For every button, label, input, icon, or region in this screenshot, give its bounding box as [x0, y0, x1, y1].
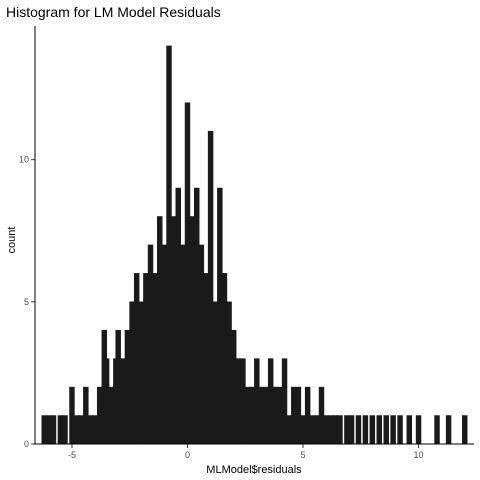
histogram-bar: [46, 416, 51, 444]
histogram-bar: [213, 302, 218, 444]
histogram-bar: [130, 302, 135, 444]
histogram-bar: [134, 273, 139, 444]
histogram-bar: [245, 387, 250, 444]
histogram-bar: [153, 273, 158, 444]
histogram-bar: [204, 273, 209, 444]
histogram-bar: [416, 416, 421, 444]
histogram-bar: [254, 359, 259, 444]
histogram-bar: [180, 245, 185, 444]
histogram-bar: [277, 387, 282, 444]
histogram-bar: [63, 416, 68, 444]
histogram-bar: [398, 416, 403, 444]
histogram-bar: [301, 416, 306, 444]
histogram-bar: [227, 302, 232, 444]
bars-group: [42, 46, 467, 444]
histogram-bar: [264, 387, 269, 444]
histogram-bar: [305, 387, 310, 444]
histogram-bar: [338, 416, 343, 444]
histogram-bar: [236, 359, 241, 444]
y-tick-label: 0: [24, 439, 29, 449]
histogram-bar: [139, 302, 144, 444]
histogram-bar: [97, 387, 102, 444]
x-tick-label: 5: [301, 450, 306, 460]
histogram-bar: [384, 416, 389, 444]
histogram-bar: [446, 416, 451, 444]
histogram-bar: [250, 387, 255, 444]
y-tick-label: 10: [19, 155, 29, 165]
histogram-bar: [231, 330, 236, 444]
histogram-bar: [88, 416, 93, 444]
histogram-bar: [194, 188, 199, 444]
histogram-bar: [435, 416, 440, 444]
x-axis-ticks: -5 0 5 10: [68, 444, 424, 460]
histogram-bar: [363, 416, 368, 444]
histogram-bar: [190, 217, 195, 444]
histogram-bar: [199, 245, 204, 444]
histogram-bar: [51, 416, 56, 444]
histogram-bar: [319, 387, 324, 444]
histogram-bar: [344, 416, 349, 444]
x-tick-label: 0: [185, 450, 190, 460]
histogram-bar: [176, 188, 181, 444]
y-axis-ticks: 0 5 10: [19, 155, 35, 449]
histogram-bar: [310, 416, 315, 444]
histogram-bar: [74, 416, 79, 444]
chart-title: Histogram for LM Model Residuals: [6, 4, 221, 20]
x-tick-label: -5: [68, 450, 76, 460]
histogram-bar: [79, 416, 84, 444]
histogram-bar: [58, 416, 63, 444]
histogram-bar: [42, 416, 47, 444]
histogram-bar: [349, 416, 354, 444]
histogram-bar: [148, 245, 153, 444]
histogram-bar: [217, 188, 222, 444]
histogram-bar: [167, 46, 172, 444]
histogram-bar: [273, 387, 278, 444]
histogram-bar: [391, 416, 396, 444]
y-tick-label: 5: [24, 297, 29, 307]
histogram-bar: [328, 416, 333, 444]
x-tick-label: 10: [414, 450, 424, 460]
histogram-bar: [104, 359, 109, 444]
histogram-bar: [157, 217, 162, 444]
histogram-bar: [70, 387, 75, 444]
histogram-bar: [370, 416, 375, 444]
histogram-bar: [171, 217, 176, 444]
histogram-bar: [287, 416, 292, 444]
histogram-bar: [356, 416, 361, 444]
x-axis-title: MLModel$residuals: [206, 464, 302, 476]
histogram-bar: [222, 273, 227, 444]
histogram-bar: [93, 416, 98, 444]
histogram-bar: [109, 387, 114, 444]
y-axis-title: count: [6, 227, 18, 254]
histogram-bar: [143, 273, 148, 444]
histogram-bar: [407, 416, 412, 444]
histogram-bar: [120, 359, 125, 444]
histogram-bar: [324, 416, 329, 444]
histogram-bar: [296, 387, 301, 444]
histogram-bar: [462, 416, 467, 444]
histogram-bar: [333, 416, 338, 444]
histogram-bar: [291, 387, 296, 444]
histogram-bar: [314, 416, 319, 444]
histogram-bar: [116, 330, 121, 444]
histogram-bar: [377, 416, 382, 444]
histogram-bar: [83, 387, 88, 444]
histogram-bar: [282, 359, 287, 444]
histogram-bar: [268, 359, 273, 444]
histogram-bar: [125, 330, 130, 444]
histogram-bar: [185, 103, 190, 444]
histogram-bar: [208, 131, 213, 444]
histogram-bar: [241, 359, 246, 444]
histogram-bar: [259, 387, 264, 444]
histogram-bar: [162, 245, 167, 444]
